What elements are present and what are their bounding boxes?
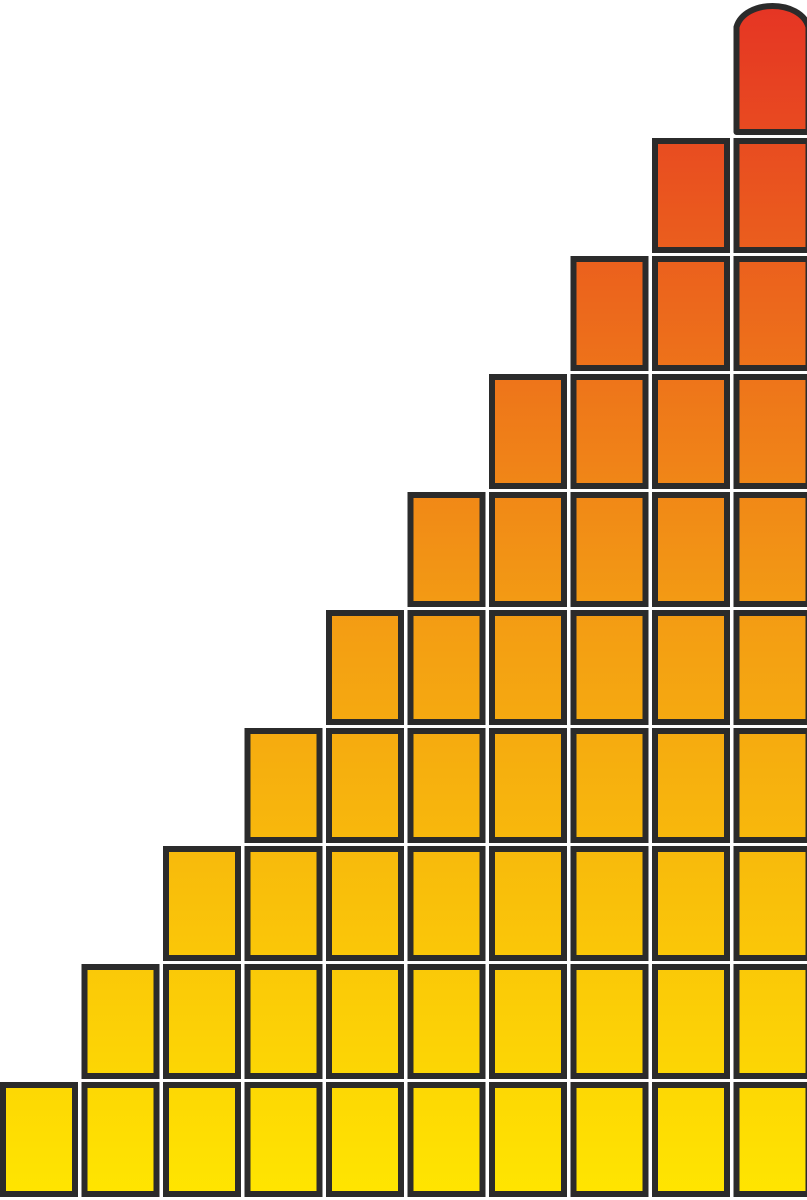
block-col-9-row-4 — [652, 728, 730, 843]
block-col-6-row-2 — [407, 964, 486, 1079]
block-col-10-row-6 — [733, 492, 807, 607]
block-col-9-row-5 — [652, 610, 730, 725]
block-col-3-row-2 — [163, 964, 241, 1079]
block-col-10-row-3 — [733, 846, 807, 961]
block-col-9-row-1 — [652, 1082, 730, 1197]
block-col-9-row-7 — [652, 374, 730, 489]
block-col-10-row-2 — [733, 964, 807, 1079]
block-col-9-row-3 — [652, 846, 730, 961]
block-col-9-row-9 — [652, 138, 730, 253]
block-col-4-row-2 — [244, 964, 323, 1079]
block-col-7-row-1 — [489, 1082, 567, 1197]
block-col-6-row-1 — [407, 1082, 486, 1197]
block-col-4-row-1 — [244, 1082, 323, 1197]
block-col-1-row-1 — [0, 1082, 78, 1197]
block-col-5-row-5 — [326, 610, 404, 725]
block-grid — [0, 3, 807, 1197]
block-col-8-row-3 — [570, 846, 649, 961]
block-col-7-row-7 — [489, 374, 567, 489]
block-col-8-row-4 — [570, 728, 649, 843]
block-col-6-row-4 — [407, 728, 486, 843]
block-col-10-row-4 — [733, 728, 807, 843]
block-col-8-row-5 — [570, 610, 649, 725]
block-col-7-row-6 — [489, 492, 567, 607]
block-col-6-row-6 — [407, 492, 486, 607]
block-col-10-row-5 — [733, 610, 807, 725]
block-col-10-row-1 — [733, 1082, 807, 1197]
block-col-7-row-5 — [489, 610, 567, 725]
block-col-5-row-1 — [326, 1082, 404, 1197]
block-col-6-row-3 — [407, 846, 486, 961]
block-col-7-row-2 — [489, 964, 567, 1079]
block-col-2-row-2 — [81, 964, 160, 1079]
block-col-8-row-6 — [570, 492, 649, 607]
block-col-8-row-8 — [570, 256, 649, 371]
block-col-9-row-8 — [652, 256, 730, 371]
block-col-2-row-1 — [81, 1082, 160, 1197]
block-col-7-row-4 — [489, 728, 567, 843]
block-col-9-row-2 — [652, 964, 730, 1079]
block-col-9-row-6 — [652, 492, 730, 607]
block-col-6-row-5 — [407, 610, 486, 725]
block-col-3-row-3 — [163, 846, 241, 961]
block-col-10-row-9 — [733, 138, 807, 253]
block-col-7-row-3 — [489, 846, 567, 961]
block-col-5-row-2 — [326, 964, 404, 1079]
block-col-4-row-4 — [244, 728, 323, 843]
block-col-10-row-7 — [733, 374, 807, 489]
block-col-5-row-3 — [326, 846, 404, 961]
block-col-3-row-1 — [163, 1082, 241, 1197]
block-col-10-row-8 — [733, 256, 807, 371]
rounded-top-block — [733, 3, 807, 135]
block-col-8-row-1 — [570, 1082, 649, 1197]
block-col-5-row-4 — [326, 728, 404, 843]
block-col-4-row-3 — [244, 846, 323, 961]
block-col-8-row-7 — [570, 374, 649, 489]
block-col-8-row-2 — [570, 964, 649, 1079]
